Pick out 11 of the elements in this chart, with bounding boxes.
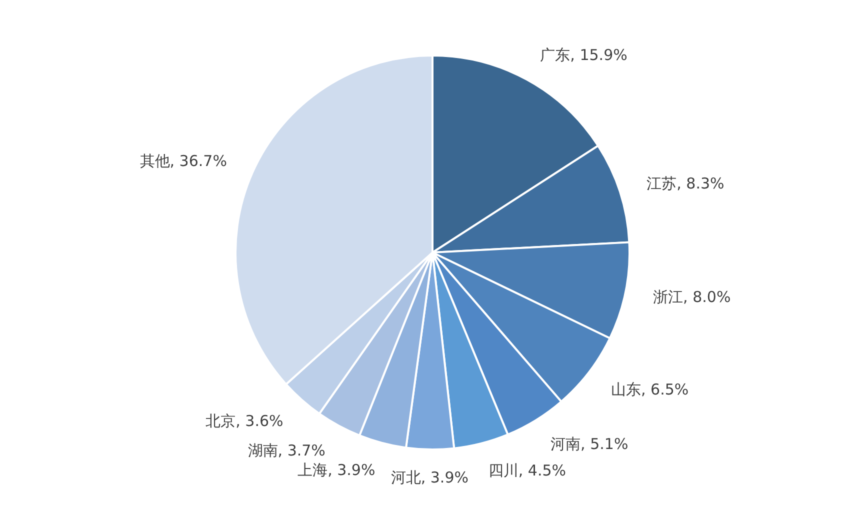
- slice-label: 河北, 3.9%: [390, 468, 469, 486]
- slice-label: 河南, 5.1%: [550, 435, 628, 454]
- slice-label: 湖南, 3.7%: [248, 441, 326, 460]
- slice-label: 其他, 36.7%: [140, 152, 227, 170]
- slice-label: 上海, 3.9%: [298, 461, 376, 480]
- slice-label: 浙江, 8.0%: [653, 288, 731, 306]
- slice-label: 江苏, 8.3%: [646, 174, 724, 192]
- slice-label: 山东, 6.5%: [611, 380, 689, 398]
- slice-label: 北京, 3.6%: [206, 412, 284, 430]
- slice-label: 广东, 15.9%: [540, 46, 628, 64]
- slice-label: 四川, 4.5%: [488, 461, 566, 480]
